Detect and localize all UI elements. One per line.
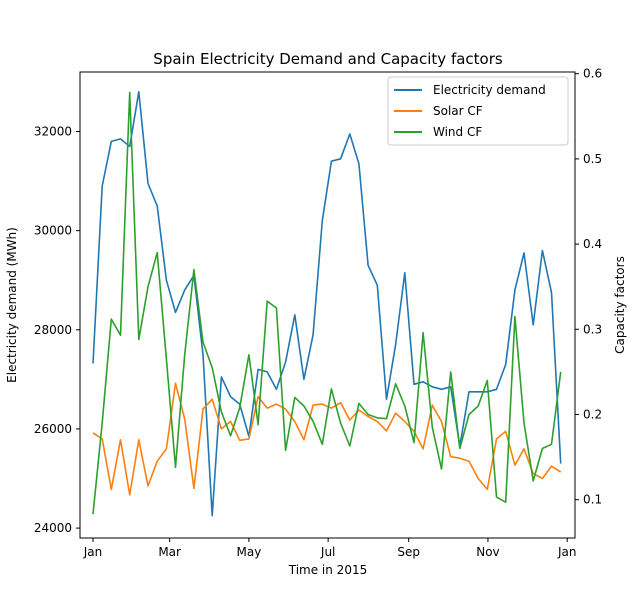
x-tick-label: Sep <box>397 545 420 559</box>
plot-area <box>79 71 576 539</box>
y-left-tick-label: 32000 <box>34 124 72 138</box>
y-right-tick-label: 0.5 <box>583 152 602 166</box>
x-tick-label: Jan <box>557 545 577 559</box>
y-left-tick-label: 26000 <box>34 422 72 436</box>
y-left-tick-label: 30000 <box>34 224 72 238</box>
y-right-tick-label: 0.3 <box>583 322 602 336</box>
legend-entries: Electricity demand Solar CF Wind CF <box>394 83 546 139</box>
x-axis-label: Time in 2015 <box>288 563 367 577</box>
series-layer <box>92 91 562 517</box>
series-line-wind-cf <box>92 91 562 515</box>
x-tick-label: Mar <box>158 545 181 559</box>
y-left-tick-label: 24000 <box>34 521 72 535</box>
legend-box <box>387 76 569 146</box>
y-right-tick-label: 0.4 <box>583 237 602 251</box>
legend-label-electricity-demand: Electricity demand <box>433 83 546 97</box>
y-right-tick-label: 0.2 <box>583 407 602 421</box>
x-tick-label: Jan <box>83 545 103 559</box>
x-axis: Jan Mar May Jul Sep Nov Jan <box>83 538 577 559</box>
x-tick-label: May <box>236 545 261 559</box>
plot-frame <box>79 71 576 539</box>
chart-title: Spain Electricity Demand and Capacity fa… <box>153 50 503 68</box>
x-tick-label: Jul <box>320 545 335 559</box>
y-axis-left: 24000 26000 28000 30000 32000 <box>34 124 80 535</box>
y-axis-right-label: Capacity factors <box>613 256 627 354</box>
y-left-tick-label: 28000 <box>34 323 72 337</box>
legend-label-solar-cf: Solar CF <box>433 104 483 118</box>
y-right-tick-label: 0.6 <box>583 67 602 81</box>
legend: Electricity demand Solar CF Wind CF <box>387 76 569 146</box>
y-right-tick-label: 0.1 <box>583 493 602 507</box>
legend-label-wind-cf: Wind CF <box>433 125 482 139</box>
x-tick-label: Nov <box>476 545 499 559</box>
y-axis-left-label: Electricity demand (MWh) <box>5 227 19 383</box>
y-axis-right: 0.1 0.2 0.3 0.4 0.5 0.6 <box>575 67 602 507</box>
